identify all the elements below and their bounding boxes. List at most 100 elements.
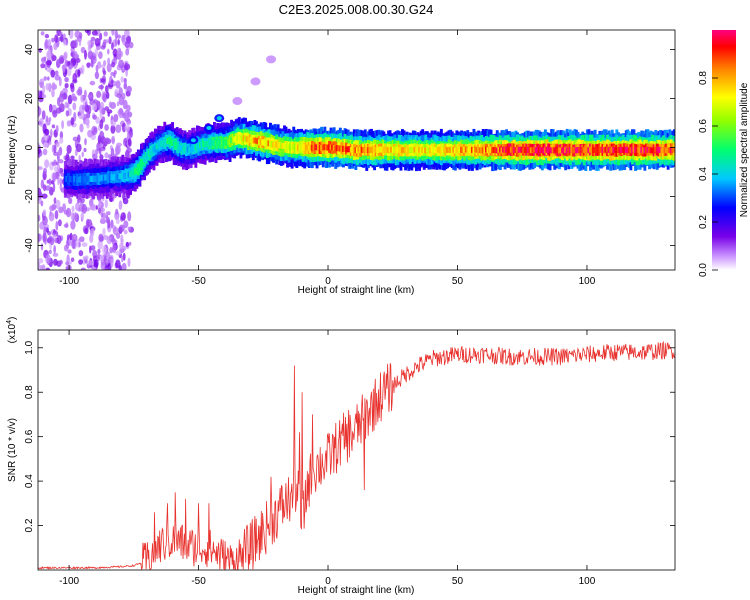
- noise-speckle: [71, 205, 75, 213]
- noise-speckle: [41, 193, 48, 199]
- noise-speckle: [47, 76, 50, 81]
- ridge-cell: [132, 168, 136, 175]
- noise-speckle: [83, 147, 87, 153]
- noise-speckle: [107, 111, 110, 117]
- noise-speckle: [124, 40, 130, 49]
- ridge-cell: [489, 146, 493, 153]
- noise-speckle: [100, 64, 106, 69]
- ridge-cell: [269, 140, 272, 147]
- ridge-cell: [640, 147, 644, 153]
- ridge-cell: [441, 146, 445, 153]
- snr-x-label: Height of straight line (km): [298, 585, 415, 596]
- ridge-cell: [517, 146, 521, 153]
- noise-speckle: [53, 159, 57, 164]
- noise-speckle: [54, 70, 59, 76]
- noise-speckle: [70, 257, 75, 263]
- ridge-cell: [584, 147, 588, 154]
- noise-speckle: [119, 224, 125, 232]
- noise-speckle: [102, 92, 107, 103]
- noise-speckle: [126, 119, 132, 125]
- ridge-cell: [227, 139, 230, 145]
- noise-speckle: [56, 234, 62, 245]
- noise-speckle: [38, 261, 41, 270]
- ridge-cell: [199, 142, 202, 148]
- spectrogram-image: [38, 30, 675, 270]
- noise-speckle: [92, 153, 98, 160]
- noise-speckle: [110, 237, 116, 243]
- noise-speckle: [41, 94, 47, 99]
- ridge-cell: [436, 146, 440, 153]
- noise-speckle: [81, 151, 84, 158]
- ridge-cell: [405, 147, 409, 154]
- spectrogram-y-label: Frequency (Hz): [7, 116, 18, 185]
- noise-speckle: [42, 123, 47, 134]
- noise-speckle: [108, 36, 112, 45]
- noise-speckle: [84, 118, 90, 126]
- ridge-cell: [242, 135, 246, 142]
- ridge-cell: [143, 156, 146, 163]
- noise-speckle: [86, 219, 93, 228]
- ridge-cell: [71, 176, 75, 183]
- noise-speckle: [48, 249, 52, 254]
- ridge-cell: [185, 146, 188, 153]
- ridge-cell: [320, 144, 324, 151]
- noise-speckle: [70, 84, 75, 93]
- snr-x-tick-label: 0: [325, 576, 331, 587]
- ridge-cell: [196, 143, 199, 150]
- noise-speckle: [96, 90, 102, 98]
- ridge-cell: [671, 146, 675, 153]
- ridge-cell: [481, 147, 485, 154]
- noise-speckle: [113, 72, 116, 78]
- ridge-cell: [73, 176, 77, 182]
- ridge-cell: [629, 147, 633, 154]
- ridge-cell: [129, 171, 132, 177]
- ridge-cell: [270, 141, 274, 148]
- ridge-cell: [228, 138, 232, 145]
- noise-speckle: [38, 166, 43, 171]
- noise-speckle: [98, 51, 103, 59]
- ridge-cell: [300, 144, 303, 151]
- ridge-cell: [383, 147, 387, 153]
- ridge-cell: [290, 144, 294, 151]
- ridge-cell: [453, 147, 457, 154]
- ridge-cell: [340, 146, 344, 152]
- noise-speckle: [114, 37, 118, 47]
- ridge-cell: [168, 137, 171, 144]
- ridge-cell: [119, 173, 123, 180]
- noise-speckle: [49, 205, 55, 212]
- noise-speckle: [38, 48, 42, 53]
- noise-speckle: [102, 143, 106, 150]
- noise-speckle: [78, 259, 83, 265]
- ridge-cell: [534, 147, 538, 154]
- ridge-cell: [407, 147, 411, 154]
- noise-speckle: [104, 137, 110, 144]
- noise-speckle: [113, 114, 119, 122]
- ridge-cell: [433, 147, 437, 154]
- ridge-cell: [589, 146, 592, 153]
- noise-speckle: [51, 82, 56, 91]
- ridge-cell: [303, 144, 307, 151]
- ridge-cell: [601, 147, 605, 153]
- noise-speckle: [75, 58, 81, 63]
- ridge-cell: [486, 147, 490, 153]
- ridge-cell: [138, 163, 142, 170]
- noise-speckle: [115, 208, 119, 215]
- ridge-cell: [217, 139, 221, 146]
- ridge-cell: [296, 144, 300, 151]
- noise-speckle: [53, 42, 58, 51]
- noise-speckle: [121, 255, 124, 263]
- branch-blob: [266, 55, 277, 64]
- ridge-cell: [166, 138, 170, 144]
- ridge-cell: [575, 147, 578, 154]
- ridge-cell: [604, 146, 608, 153]
- noise-speckle: [79, 236, 85, 243]
- ridge-cell: [130, 170, 134, 176]
- ridge-cell: [478, 147, 482, 154]
- noise-speckle: [121, 92, 126, 100]
- noise-speckle: [38, 191, 43, 199]
- ridge-cell: [474, 146, 477, 153]
- ridge-cell: [177, 144, 181, 151]
- ridge-cell: [102, 175, 106, 182]
- noise-speckle: [78, 36, 82, 47]
- spectrogram-y-tick-label: -20: [24, 189, 35, 204]
